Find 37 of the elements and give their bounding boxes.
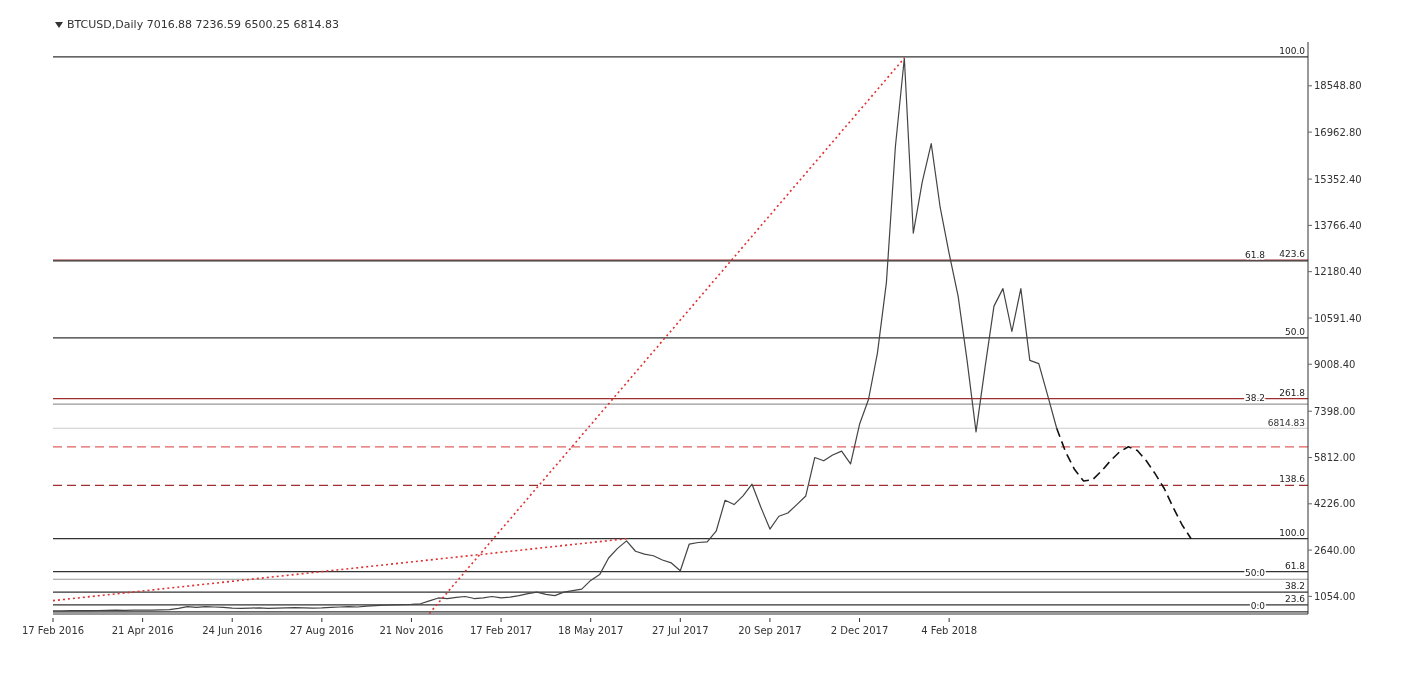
x-tick-label: 4 Feb 2018: [921, 625, 978, 636]
x-tick-label: 27 Aug 2016: [289, 625, 354, 636]
line-series: [1055, 427, 1192, 540]
y-tick-label: 16962.80: [1314, 126, 1362, 138]
annotation: 61.8: [1284, 560, 1306, 571]
annotation: 100.0: [1279, 527, 1306, 538]
y-tick-label: 1054.00: [1314, 590, 1356, 602]
annotation: 23.6: [1284, 593, 1306, 604]
x-tick-label: 21 Nov 2016: [379, 625, 444, 636]
y-tick-label: 2640.00: [1314, 544, 1356, 556]
y-tick-label: 15352.40: [1314, 173, 1362, 185]
y-tick-label: 18548.80: [1314, 80, 1362, 92]
line-series: [52, 57, 1058, 612]
annotation: 100.0: [1279, 45, 1306, 56]
y-tick-label: 9008.40: [1314, 358, 1356, 370]
x-tick-label: 17 Feb 2016: [21, 625, 85, 636]
annotation: 61.8: [1244, 249, 1266, 260]
annotation: 50.0: [1284, 326, 1306, 337]
x-tick-label: 2 Dec 2017: [830, 625, 889, 636]
y-tick-label: 7398.00: [1314, 405, 1356, 417]
x-tick-label: 20 Sep 2017: [738, 625, 802, 636]
annotation: 38.2: [1284, 581, 1305, 592]
x-tick-label: 27 Jul 2017: [652, 625, 709, 636]
x-tick-label: 17 Feb 2017: [469, 625, 533, 636]
y-tick-label: 13766.40: [1314, 219, 1362, 231]
annotation: 261.8: [1279, 387, 1306, 398]
x-tick-label: 21 Apr 2016: [111, 625, 174, 636]
annotation: 138.6: [1279, 474, 1306, 485]
x-tick-label: 18 May 2017: [558, 625, 624, 636]
y-tick-label: 5812.00: [1314, 452, 1356, 464]
chart-title: BTCUSD,Daily 7016.88 7236.59 6500.25 6814.83: [67, 18, 340, 31]
y-tick-label: 4226.00: [1314, 498, 1356, 510]
x-tick-label: 24 Jun 2016: [202, 625, 263, 636]
y-tick-label: 10591.40: [1314, 312, 1362, 324]
y-tick-label: 12180.40: [1314, 266, 1362, 278]
annotation: 423.6: [1279, 249, 1306, 259]
ref-line-label: 6814.83: [1267, 418, 1305, 429]
